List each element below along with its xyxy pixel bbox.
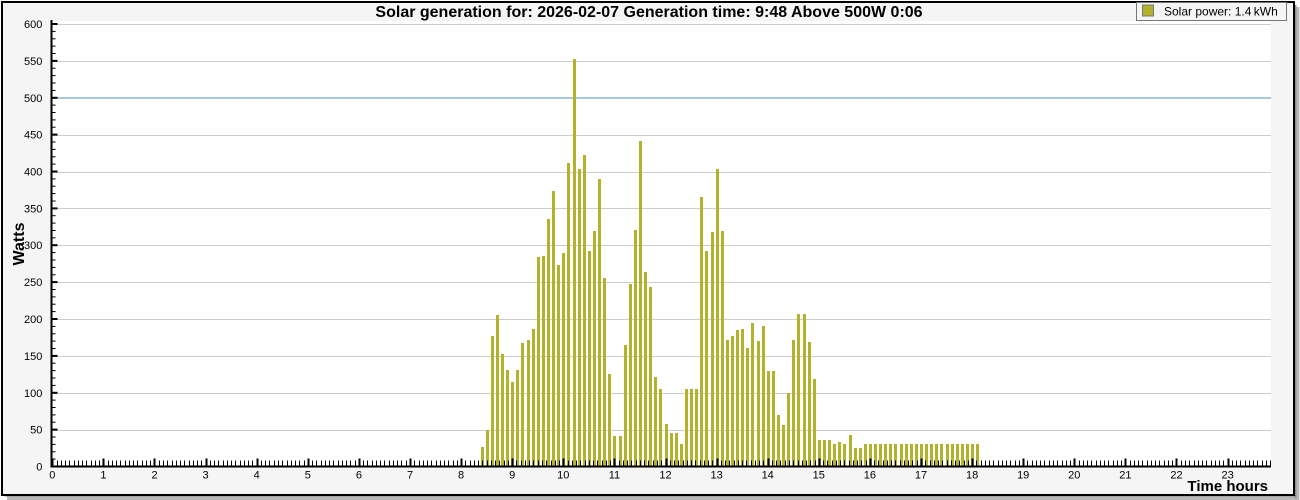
svg-text:Solar power: 1.4 kWh: Solar power: 1.4 kWh	[1164, 5, 1278, 19]
svg-text:9: 9	[509, 469, 515, 481]
svg-text:23: 23	[1221, 469, 1233, 481]
svg-text:12: 12	[659, 469, 671, 481]
svg-text:450: 450	[24, 130, 42, 142]
svg-text:Watts: Watts	[11, 222, 28, 265]
svg-text:20: 20	[1068, 469, 1080, 481]
svg-text:15: 15	[813, 469, 825, 481]
svg-text:16: 16	[864, 469, 876, 481]
svg-text:550: 550	[24, 56, 42, 68]
svg-text:Time hours: Time hours	[1187, 478, 1268, 495]
svg-text:150: 150	[24, 351, 42, 363]
svg-text:14: 14	[762, 469, 774, 481]
svg-text:600: 600	[24, 19, 42, 31]
svg-text:18: 18	[966, 469, 978, 481]
svg-text:22: 22	[1170, 469, 1182, 481]
svg-text:50: 50	[30, 425, 42, 437]
svg-text:5: 5	[305, 469, 311, 481]
svg-text:300: 300	[24, 240, 42, 252]
svg-text:21: 21	[1119, 469, 1131, 481]
svg-text:350: 350	[24, 203, 42, 215]
svg-text:0: 0	[36, 462, 42, 474]
svg-text:8: 8	[458, 469, 464, 481]
svg-text:200: 200	[24, 314, 42, 326]
svg-text:500: 500	[24, 93, 42, 105]
svg-text:4: 4	[254, 469, 260, 481]
svg-text:1: 1	[100, 469, 106, 481]
svg-text:2: 2	[151, 469, 157, 481]
svg-text:13: 13	[710, 469, 722, 481]
svg-text:400: 400	[24, 167, 42, 179]
svg-text:100: 100	[24, 388, 42, 400]
svg-text:17: 17	[915, 469, 927, 481]
svg-text:11: 11	[609, 469, 620, 481]
svg-text:0: 0	[49, 469, 55, 481]
svg-text:10: 10	[557, 469, 569, 481]
svg-text:Solar generation for: 2026-02-: Solar generation for: 2026-02-07 Generat…	[375, 4, 922, 21]
svg-text:3: 3	[203, 469, 209, 481]
svg-text:19: 19	[1017, 469, 1029, 481]
svg-text:6: 6	[356, 469, 362, 481]
svg-text:250: 250	[24, 277, 42, 289]
svg-text:7: 7	[407, 469, 413, 481]
